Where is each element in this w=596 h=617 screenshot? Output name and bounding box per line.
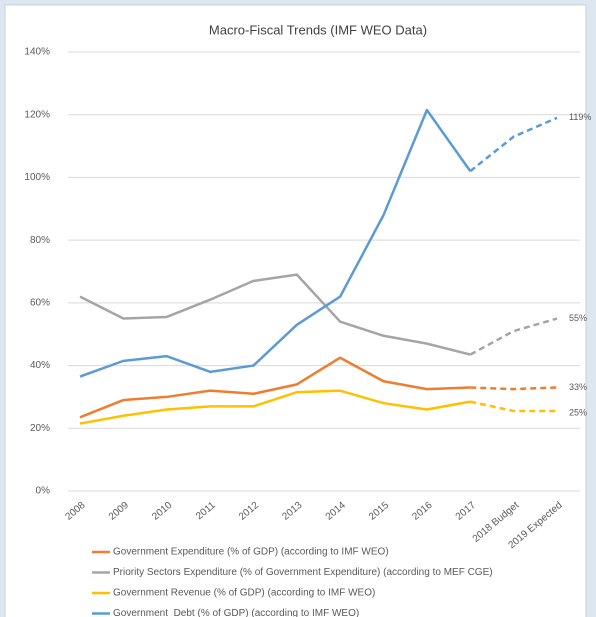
legend-label: Government Debt (% of GDP) (according to… xyxy=(113,608,359,617)
y-tick-label: 100% xyxy=(24,172,50,183)
y-tick-label: 0% xyxy=(36,486,51,497)
y-tick-label: 20% xyxy=(30,423,50,434)
legend-label: Government Expenditure (% of GDP) (accor… xyxy=(113,547,389,558)
y-tick-label: 60% xyxy=(30,297,50,308)
data-label: 119% xyxy=(569,112,591,122)
y-tick-label: 140% xyxy=(24,47,50,58)
data-label: 55% xyxy=(569,313,587,323)
series-line-projected xyxy=(470,400,557,413)
series-line xyxy=(79,389,471,425)
y-tick-label: 120% xyxy=(24,109,50,120)
legend-label: Priority Sectors Expenditure (% of Gover… xyxy=(113,567,493,578)
series-line xyxy=(79,356,471,419)
series-line xyxy=(79,273,471,356)
chart-title: Macro-Fiscal Trends (IMF WEO Data) xyxy=(209,22,427,37)
series-line-projected xyxy=(469,116,558,173)
legend-label: Government Revenue (% of GDP) (according… xyxy=(113,588,375,599)
data-label: 25% xyxy=(569,407,587,417)
y-tick-label: 40% xyxy=(30,360,50,371)
data-label: 33% xyxy=(569,382,587,392)
chart-area xyxy=(4,4,587,617)
series-line-projected xyxy=(470,386,558,391)
y-tick-label: 80% xyxy=(30,235,50,246)
series-line xyxy=(79,108,472,378)
